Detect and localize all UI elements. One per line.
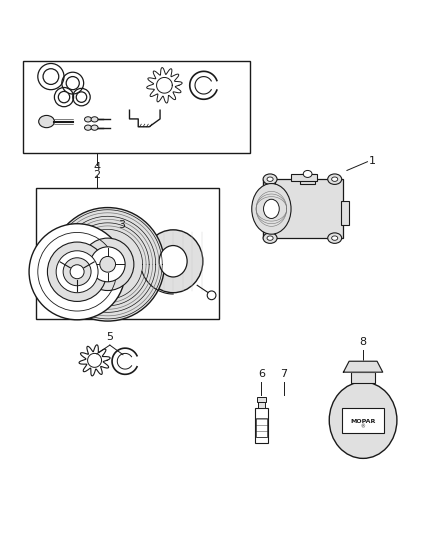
Bar <box>255 408 268 443</box>
Text: 4: 4 <box>93 162 100 172</box>
Text: MOPAR: MOPAR <box>350 418 376 424</box>
Ellipse shape <box>47 242 107 302</box>
Bar <box>22 61 250 153</box>
Bar <box>342 408 384 433</box>
Ellipse shape <box>207 291 216 300</box>
Ellipse shape <box>332 177 338 181</box>
Ellipse shape <box>332 236 338 240</box>
Ellipse shape <box>63 258 91 286</box>
Text: 2: 2 <box>93 169 100 180</box>
Ellipse shape <box>303 171 312 177</box>
Ellipse shape <box>76 92 87 102</box>
Ellipse shape <box>100 256 116 272</box>
Text: 5: 5 <box>106 332 113 342</box>
Text: 7: 7 <box>280 369 287 379</box>
Ellipse shape <box>58 92 70 103</box>
Ellipse shape <box>264 199 279 219</box>
Ellipse shape <box>267 236 273 240</box>
Ellipse shape <box>85 125 92 130</box>
Ellipse shape <box>252 183 291 234</box>
Ellipse shape <box>328 174 342 184</box>
Bar <box>351 372 375 383</box>
Ellipse shape <box>39 116 54 128</box>
Ellipse shape <box>66 77 79 90</box>
Bar <box>258 402 265 408</box>
Ellipse shape <box>328 233 342 244</box>
Text: 6: 6 <box>258 369 265 379</box>
Ellipse shape <box>91 117 98 122</box>
Ellipse shape <box>85 117 92 122</box>
Bar <box>291 174 317 181</box>
Ellipse shape <box>267 177 273 181</box>
Text: 3: 3 <box>118 221 125 230</box>
Text: 1: 1 <box>369 156 376 166</box>
Ellipse shape <box>263 174 277 184</box>
Ellipse shape <box>70 265 84 279</box>
Ellipse shape <box>81 238 134 290</box>
Bar <box>257 398 266 402</box>
Ellipse shape <box>51 207 164 321</box>
Text: ®: ® <box>361 424 365 429</box>
Ellipse shape <box>144 230 203 293</box>
Ellipse shape <box>159 246 187 277</box>
Ellipse shape <box>263 233 277 244</box>
Text: 8: 8 <box>360 337 367 347</box>
Bar <box>341 201 349 225</box>
Ellipse shape <box>91 125 98 130</box>
Ellipse shape <box>43 69 59 84</box>
Ellipse shape <box>56 251 98 293</box>
Ellipse shape <box>329 382 397 458</box>
Bar <box>35 188 219 319</box>
Ellipse shape <box>90 247 125 282</box>
Bar <box>300 174 315 183</box>
Ellipse shape <box>29 224 125 320</box>
Bar <box>256 418 267 437</box>
Bar <box>263 179 343 238</box>
Bar <box>263 179 275 238</box>
Polygon shape <box>343 361 383 372</box>
